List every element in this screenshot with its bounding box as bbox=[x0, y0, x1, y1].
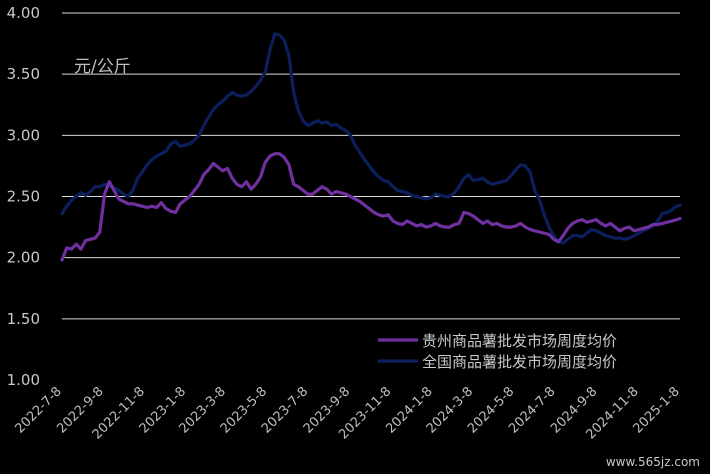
y-axis-unit-label: 元/公斤 bbox=[74, 57, 131, 77]
gridlines bbox=[62, 12, 680, 320]
y-tick-label: 2.00 bbox=[7, 249, 40, 267]
x-axis-ticks: 2022-7-82022-9-82022-11-82023-1-82023-3-… bbox=[12, 384, 682, 442]
y-tick-label: 3.50 bbox=[7, 65, 40, 83]
y-tick-label: 3.00 bbox=[7, 126, 40, 144]
y-tick-label: 2.50 bbox=[7, 188, 40, 206]
watermark-text: www.565jz.com bbox=[606, 455, 700, 469]
y-tick-label: 1.00 bbox=[7, 371, 40, 389]
series-line-1 bbox=[60, 32, 682, 245]
y-tick-label: 4.00 bbox=[7, 4, 40, 22]
series-lines bbox=[60, 32, 682, 262]
legend-label-1: 全国商品薯批发市场周度均价 bbox=[422, 353, 617, 371]
y-axis-ticks: 1.00 1.50 2.00 2.50 3.00 3.50 4.00 bbox=[7, 4, 40, 389]
legend-label-0: 贵州商品薯批发市场周度均价 bbox=[422, 332, 617, 350]
y-tick-label: 1.50 bbox=[7, 310, 40, 328]
series-line-0 bbox=[60, 152, 682, 262]
